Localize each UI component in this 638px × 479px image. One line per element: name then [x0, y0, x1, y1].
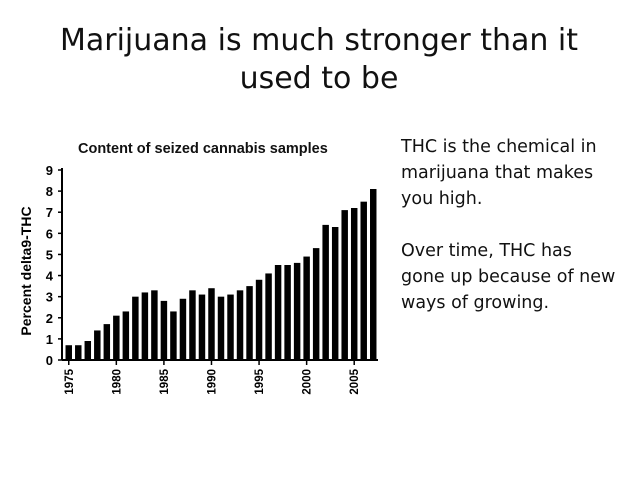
bar-1988	[189, 290, 196, 360]
bar-1990	[208, 288, 215, 360]
bar-1986	[170, 311, 177, 360]
bar-2001	[312, 248, 320, 360]
y-tick-label: 9	[46, 163, 53, 178]
chart-title: Content of seized cannabis samples	[78, 141, 328, 157]
y-tick-label: 5	[46, 247, 53, 262]
slide-title-line-1: Marijuana is much stronger than it	[60, 23, 578, 58]
bar-1980	[113, 315, 120, 360]
bar-1977	[84, 341, 92, 360]
slide-title: Marijuana is much stronger than it used …	[40, 22, 598, 98]
x-tick-label: 1980	[111, 369, 123, 395]
bar-1998	[284, 265, 291, 360]
bar-2000	[303, 256, 310, 360]
bar-1978	[94, 330, 101, 360]
y-tick-label: 1	[46, 332, 53, 347]
y-tick-label: 8	[46, 184, 53, 199]
bar-2002	[322, 224, 329, 360]
explanation-paragraph-1: THC is the chemical in marijuana that ma…	[401, 137, 597, 209]
explanation-text: THC is the chemical in marijuana that ma…	[401, 134, 616, 316]
bar-1999	[293, 262, 301, 360]
x-tick-label: 1985	[159, 368, 171, 394]
slide-title-line-2: used to be	[239, 61, 399, 96]
bar-1979	[103, 324, 111, 360]
y-tick-label: 4	[46, 269, 54, 284]
bar-1984	[151, 290, 158, 360]
bar-1993	[236, 290, 244, 360]
y-tick-label: 6	[46, 226, 53, 241]
y-tick-label: 2	[46, 311, 53, 326]
bar-1985	[160, 300, 168, 360]
x-tick-label: 1975	[64, 368, 76, 394]
bar-1982	[132, 296, 139, 360]
bar-1983	[141, 292, 149, 360]
explanation-paragraph-2: Over time, THC has gone up because of ne…	[401, 241, 616, 313]
y-axis-label: Percent delta9-THC	[18, 206, 34, 335]
bar-1997	[274, 265, 282, 360]
bar-1995	[255, 279, 263, 360]
bar-2007	[370, 189, 377, 360]
bar-1996	[265, 273, 272, 360]
bar-1975	[65, 345, 72, 360]
x-tick-label: 1995	[254, 368, 266, 394]
x-tick-label: 2000	[302, 369, 314, 395]
y-tick-label: 0	[46, 353, 53, 368]
bar-2004	[341, 210, 348, 360]
bar-2005	[350, 208, 358, 360]
bar-1987	[179, 298, 187, 360]
x-tick-label: 1990	[206, 369, 218, 395]
y-tick-label: 3	[46, 290, 53, 305]
bar-1991	[217, 296, 225, 360]
bar-1994	[246, 286, 253, 360]
bar-2006	[360, 201, 367, 360]
bar-2003	[331, 227, 339, 360]
bar-1992	[227, 294, 234, 360]
y-tick-label: 7	[46, 205, 53, 220]
bar-1976	[75, 345, 82, 360]
bar-1989	[198, 294, 206, 360]
bar-1981	[122, 311, 130, 360]
x-tick-label: 2005	[349, 368, 361, 394]
